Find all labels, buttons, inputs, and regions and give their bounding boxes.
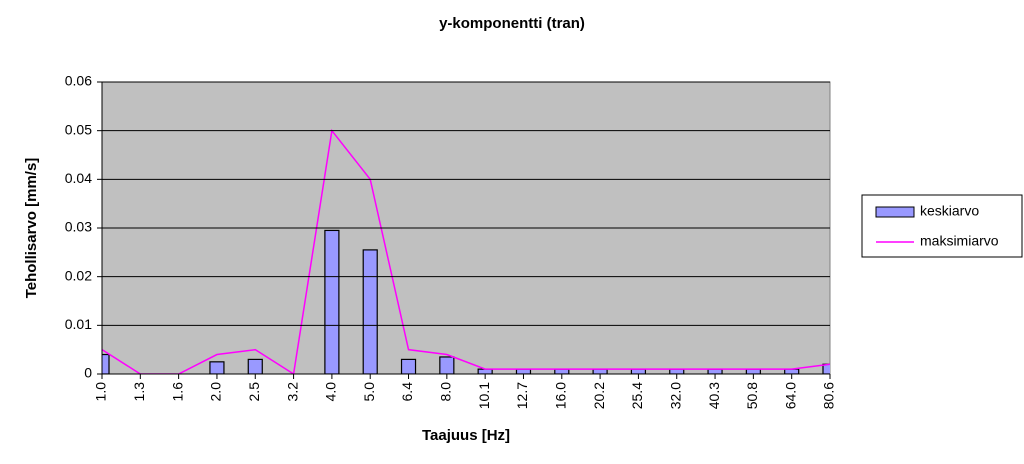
bar xyxy=(209,361,225,374)
legend xyxy=(861,194,1023,258)
chart-title: y-komponentti (tran) xyxy=(439,15,585,32)
x-tick-label: 5.0 xyxy=(361,382,377,402)
x-tick-label: 10.1 xyxy=(476,382,492,409)
bar xyxy=(400,358,417,374)
bar xyxy=(362,249,378,374)
x-axis-label: Taajuus [Hz] xyxy=(422,427,510,444)
y-tick-label: 0.01 xyxy=(65,316,92,332)
x-tick-label: 40.3 xyxy=(706,382,722,409)
x-tick-label: 20.2 xyxy=(591,382,607,409)
legend-label: maksimiarvo xyxy=(920,233,999,249)
plot-marks xyxy=(102,128,830,374)
bar xyxy=(324,229,340,374)
x-tick-label: 12.7 xyxy=(514,382,530,409)
y-tick-label: 0.05 xyxy=(65,121,92,137)
x-tick-label: 6.4 xyxy=(399,382,415,402)
y-tick-label: 0.04 xyxy=(65,170,92,186)
y-tick-label: 0.06 xyxy=(65,73,92,89)
x-tick-label: 3.2 xyxy=(284,382,300,402)
line xyxy=(102,128,830,374)
x-tick-label: 1.6 xyxy=(169,382,185,402)
x-tick-label: 2.5 xyxy=(246,382,262,402)
y-tick-label: 0.02 xyxy=(65,267,92,283)
x-tick-label: 8.0 xyxy=(438,382,454,402)
x-tick-label: 1.3 xyxy=(131,382,147,402)
x-tick-label: 2.0 xyxy=(208,382,224,402)
legend-swatch xyxy=(875,206,915,218)
x-tick-label: 50.8 xyxy=(744,382,760,409)
x-tick-label: 32.0 xyxy=(667,382,683,409)
bar xyxy=(102,353,110,374)
y-tick-label: 0.03 xyxy=(65,219,92,235)
y-tick-label: 0 xyxy=(84,365,92,381)
legend-label: keskiarvo xyxy=(920,203,979,219)
x-tick-label: 16.0 xyxy=(552,382,568,409)
x-tick-label: 1.0 xyxy=(93,382,109,402)
x-tick-label: 25.4 xyxy=(629,382,645,409)
bar xyxy=(247,358,263,374)
x-tick-label: 80.6 xyxy=(821,382,837,409)
bar xyxy=(822,363,830,374)
x-tick-label: 64.0 xyxy=(782,382,798,409)
y-axis-label: Tehollisarvo [mm/s] xyxy=(23,158,40,299)
bar xyxy=(439,356,455,374)
x-tick-label: 4.0 xyxy=(323,382,339,402)
